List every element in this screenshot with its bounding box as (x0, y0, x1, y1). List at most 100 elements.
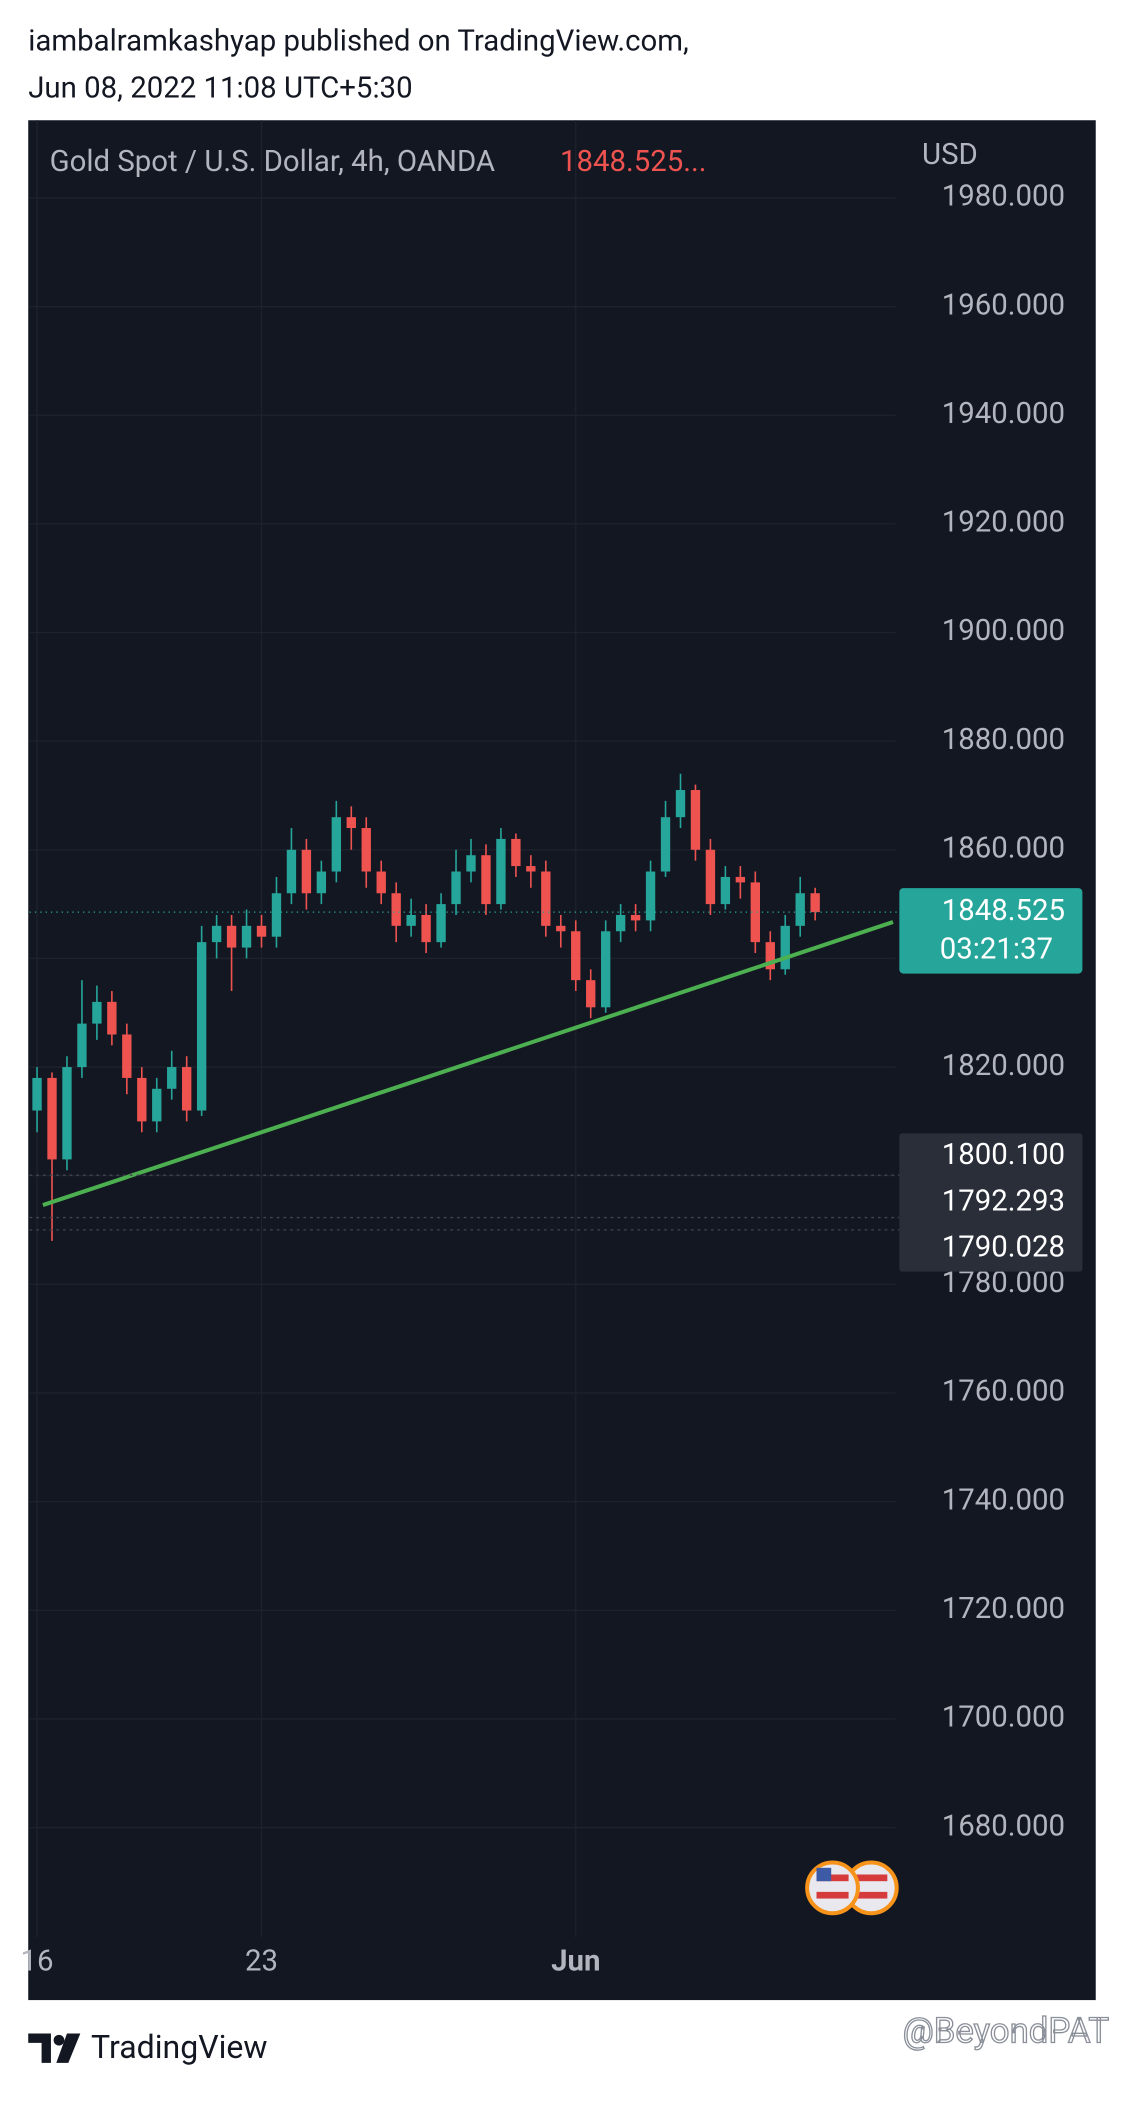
candle-body (765, 942, 775, 970)
candle-body (92, 1001, 102, 1024)
candle-body (346, 817, 356, 829)
grid (29, 120, 896, 1938)
candle-body (211, 925, 222, 943)
price-label-box (899, 1133, 1083, 1272)
candle-body (406, 914, 416, 926)
candle-body (107, 1001, 117, 1035)
candle-body (481, 855, 491, 905)
trendline (42, 920, 894, 1207)
y-tick-label: 1940.000 (942, 397, 1065, 431)
bar-countdown: 03:21:37 (940, 933, 1053, 967)
candle-body (750, 882, 760, 943)
flag-stripe (816, 1874, 849, 1882)
candle-body (466, 855, 476, 872)
candle-body (675, 790, 686, 818)
plot (29, 773, 900, 1241)
candle-body (122, 1034, 132, 1078)
y-tick-label: 1700.000 (942, 1701, 1065, 1735)
chart-pane (28, 120, 1096, 2001)
candle-body (32, 1077, 42, 1111)
candle-body (615, 914, 626, 932)
candle-body (421, 914, 431, 943)
candle-body (331, 817, 342, 872)
brand-name: TradingView (91, 2028, 267, 2066)
flag-stripe (855, 1874, 888, 1882)
chart-title: Gold Spot / U.S. Dollar, 4h, OANDA (50, 145, 495, 179)
candle-body (735, 876, 746, 883)
flag-stripe (855, 1891, 888, 1899)
candle-body (152, 1088, 162, 1122)
candle-body (660, 817, 671, 872)
price-axis: 1680.000 1700.000 1720.000 1740.000 1760.000… (21, 180, 1083, 1978)
tradingview-logo (28, 2033, 81, 2063)
y-tick-label: 1900.000 (942, 614, 1065, 648)
legend-price: 1848.525... (560, 145, 707, 179)
candle-body (47, 1077, 57, 1160)
candle-body (286, 849, 297, 894)
logo-mark (53, 2034, 65, 2046)
candle-body (361, 828, 371, 872)
candle-body (256, 925, 267, 937)
y-tick-label: 1880.000 (942, 723, 1065, 757)
y-tick-label: 1780.000 (942, 1266, 1065, 1300)
y-tick-label: 1920.000 (942, 506, 1065, 540)
candle-body (137, 1077, 147, 1122)
candle-body (571, 931, 581, 981)
candle-body (376, 871, 386, 894)
candle-body (316, 871, 327, 894)
y-tick-label: 1860.000 (942, 832, 1065, 866)
candle-body (630, 914, 641, 921)
y-tick-label: 1760.000 (942, 1375, 1065, 1409)
y-tick-label: 1680.000 (942, 1809, 1065, 1843)
x-tick-label: 16 (21, 1944, 54, 1978)
candle-body (77, 1023, 87, 1068)
candle-body (496, 838, 506, 905)
event-flags (805, 1860, 899, 1916)
candle-body (167, 1067, 177, 1089)
y-tick-label: 1820.000 (942, 1049, 1065, 1083)
candle-body (226, 925, 237, 948)
candle-body (182, 1067, 192, 1111)
candle-body (241, 925, 252, 948)
y-tick-label: 1740.000 (942, 1483, 1065, 1517)
logo-mark (28, 2033, 51, 2063)
currency-label: USD (922, 138, 978, 172)
candle-body (810, 893, 820, 913)
candle-body (301, 849, 312, 894)
candle-body (526, 866, 536, 872)
candle-body (511, 838, 521, 867)
price-label: 1790.028 (942, 1230, 1065, 1264)
candle-body (541, 871, 551, 926)
candle-body (705, 849, 716, 905)
candle-body (601, 931, 611, 1008)
x-tick-label: 23 (245, 1944, 278, 1978)
candle-body (795, 893, 805, 926)
flag-canton (816, 1867, 832, 1882)
candle-body (436, 904, 446, 943)
last-price-label: 1848.525 (942, 894, 1065, 928)
logo-mark (56, 2033, 81, 2063)
y-tick-label: 1720.000 (942, 1592, 1065, 1626)
price-label: 1792.293 (942, 1184, 1065, 1218)
candle-body (62, 1067, 72, 1160)
candle-body (271, 893, 282, 937)
flag-icon (805, 1860, 860, 1916)
candle-body (196, 942, 207, 1111)
publish-date: Jun 08, 2022 11:08 UTC+5:30 (28, 71, 412, 105)
flag-stripe (816, 1891, 849, 1899)
candle-body (586, 980, 596, 1008)
candle-body (690, 790, 701, 850)
candle-body (391, 893, 401, 926)
candle-body (720, 876, 731, 905)
last-price-box (899, 888, 1083, 974)
candle-body (556, 925, 566, 932)
candle-body (451, 871, 461, 905)
x-tick-label: Jun (551, 1944, 600, 1978)
y-tick-label: 1980.000 (942, 180, 1065, 214)
publisher-line: iambalramkashyap published on TradingVie… (28, 25, 689, 59)
watermark: @BeyondPAT (903, 2012, 1109, 2052)
candle-body (645, 871, 656, 921)
y-tick-label: 1960.000 (942, 288, 1065, 322)
